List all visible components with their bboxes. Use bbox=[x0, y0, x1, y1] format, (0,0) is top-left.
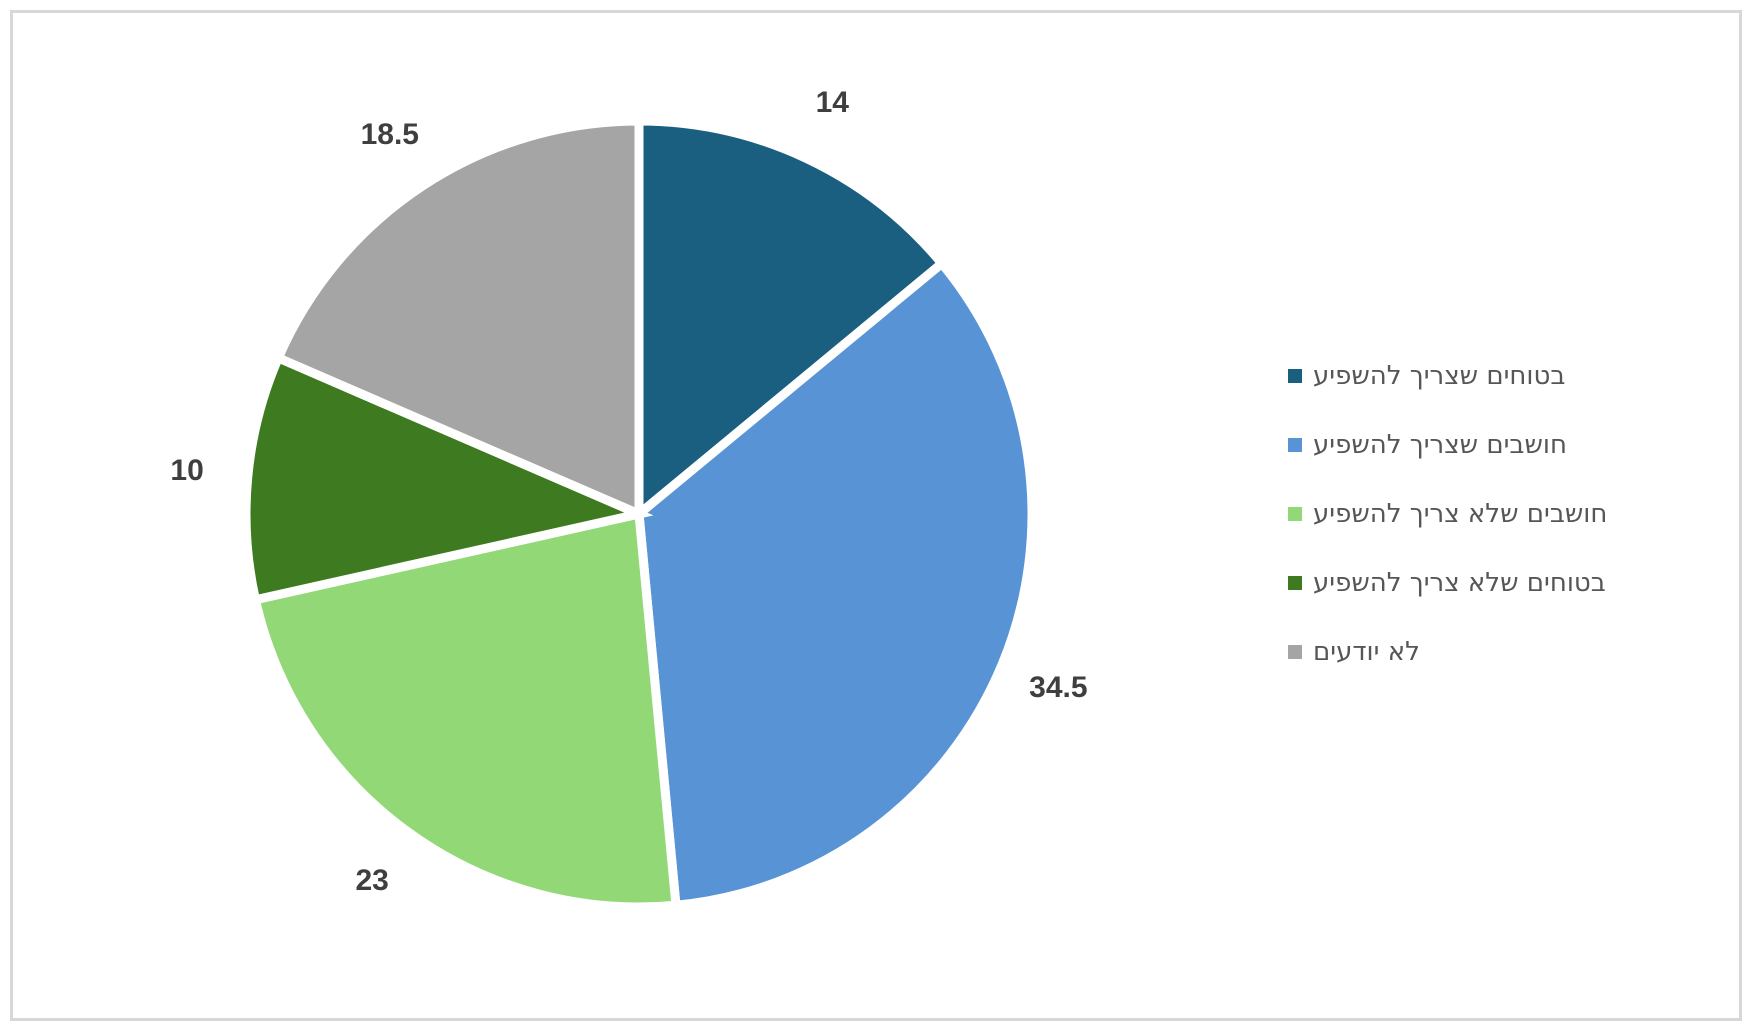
legend-label: בטוחים שצריך להשפיע bbox=[1313, 360, 1566, 391]
legend-swatch-icon bbox=[1288, 368, 1302, 383]
pie-slice-3[interactable] bbox=[241, 352, 654, 606]
data-label-2: 23 bbox=[355, 864, 389, 898]
legend-label: לא יודעים bbox=[1313, 636, 1420, 667]
legend-swatch-icon bbox=[1288, 437, 1302, 452]
pie-slice-2[interactable] bbox=[250, 508, 681, 912]
legend-label: בטוחים שלא צריך להשפיע bbox=[1313, 567, 1606, 598]
data-label-4: 18.5 bbox=[360, 117, 419, 151]
legend-item-4[interactable]: לא יודעים bbox=[1288, 636, 1607, 667]
legend-item-2[interactable]: חושבים שלא צריך להשפיע bbox=[1288, 498, 1608, 529]
legend-swatch-icon bbox=[1288, 575, 1302, 590]
data-label-1: 34.5 bbox=[1029, 670, 1088, 704]
legend-label: חושבים שלא צריך להשפיע bbox=[1313, 498, 1608, 529]
pie-slice-4[interactable] bbox=[272, 116, 644, 521]
legend-item-0[interactable]: בטוחים שצריך להשפיע bbox=[1288, 360, 1607, 391]
data-label-3: 10 bbox=[170, 454, 204, 488]
legend-label: חושבים שצריך להשפיע bbox=[1313, 429, 1567, 460]
data-label-0: 14 bbox=[815, 86, 849, 120]
legend-item-3[interactable]: בטוחים שלא צריך להשפיע bbox=[1288, 567, 1607, 598]
legend-item-1[interactable]: חושבים שצריך להשפיע bbox=[1288, 429, 1607, 460]
chart-legend: בטוחים שצריך להשפיע חושבים שצריך להשפיע חו… bbox=[1288, 360, 1608, 667]
pie-slice-0[interactable] bbox=[634, 116, 949, 524]
legend-swatch-icon bbox=[1288, 644, 1302, 659]
legend-swatch-icon bbox=[1288, 506, 1302, 521]
pie-slice-1[interactable] bbox=[634, 257, 1037, 911]
